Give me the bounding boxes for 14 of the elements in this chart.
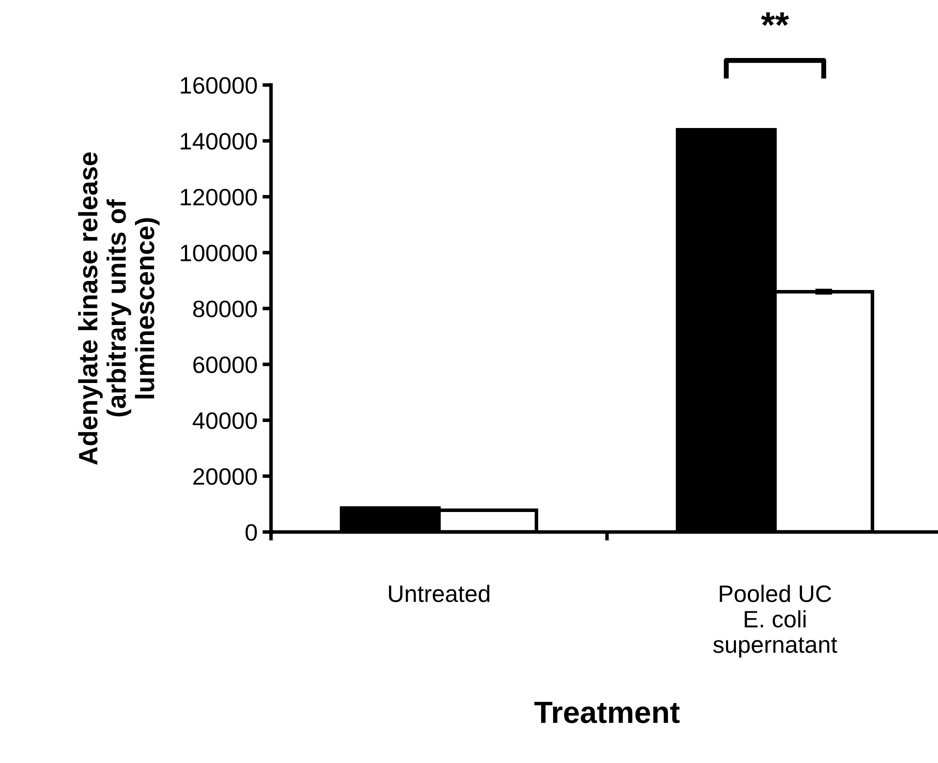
y-tick-label: 120000 — [180, 188, 257, 206]
x-tick-label: Untreated — [388, 584, 490, 602]
y-tick-label: 60000 — [193, 356, 257, 374]
y-tick-label: 20000 — [193, 468, 257, 485]
x-tick-label: Pooled UC E. coli supernatant — [713, 584, 838, 658]
text: ** — [761, 12, 790, 26]
y-tick-label: 0 — [246, 524, 257, 541]
x-axis-title: Treatment — [534, 702, 680, 724]
y-tick-label: 160000 — [180, 77, 257, 94]
y-axis-title: Adenylate kinase release (arbitrary units of luminescence) — [78, 152, 160, 465]
y-tick-label: 100000 — [180, 244, 257, 262]
y-tick-label: 80000 — [193, 300, 257, 318]
y-tick-label: 140000 — [180, 132, 257, 150]
y-tick-label: 40000 — [192, 412, 257, 430]
